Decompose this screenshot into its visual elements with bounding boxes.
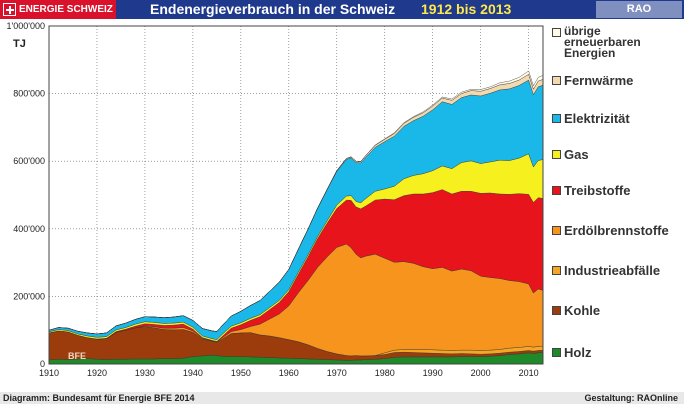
legend-label: Fernwärme	[564, 73, 634, 88]
design-credit: Gestaltung: RAOnline	[584, 393, 678, 403]
y-tick-label: 1'000'000	[7, 21, 45, 31]
chart-period: 1912 bis 2013	[421, 1, 512, 17]
brand-label: ENERGIE SCHWEIZ	[19, 4, 113, 15]
legend-label: Treibstoffe	[564, 183, 631, 198]
y-unit-label: TJ	[13, 38, 26, 50]
rao-label: RAO	[596, 1, 682, 18]
x-tick-label: 1920	[87, 368, 107, 378]
legend-label: Kohle	[564, 303, 601, 318]
brand-badge: ENERGIE SCHWEIZ	[0, 0, 116, 19]
stacked-area-chart: 0 200'000 400'000 600'000 800'000 1'000'000 19…	[7, 21, 544, 378]
legend-swatch	[552, 348, 561, 357]
axis-ticks: 0 200'000 400'000 600'000 800'000 1'000'000 19…	[7, 21, 539, 378]
x-tick-label: 1960	[279, 368, 299, 378]
chart-title: Endenergieverbrauch in der Schweiz	[150, 1, 396, 17]
bfe-watermark: BFE	[68, 351, 86, 361]
legend-label: Industrieabfälle	[564, 263, 661, 278]
footer-bar: Diagramm: Bundesamt für Energie BFE 2014…	[0, 392, 684, 404]
legend: übrige erneuerbaren Energien Fernwärme Ele…	[552, 24, 682, 372]
legend-swatch	[552, 28, 561, 37]
x-tick-label: 1910	[39, 368, 59, 378]
legend-label: Elektrizität	[564, 111, 630, 126]
x-tick-label: 2000	[471, 368, 491, 378]
y-tick-label: 800'000	[13, 89, 45, 99]
x-tick-label: 1940	[183, 368, 203, 378]
source-credit: Diagramm: Bundesamt für Energie BFE 2014	[3, 393, 195, 403]
legend-swatch	[552, 186, 561, 195]
x-tick-label: 2010	[519, 368, 539, 378]
plot-frame	[48, 25, 544, 365]
x-tick-label: 1950	[231, 368, 251, 378]
legend-label: Erdölbrennstoffe	[564, 223, 669, 238]
legend-label: Holz	[564, 345, 592, 360]
header-bar: ENERGIE SCHWEIZ Endenergieverbrauch in d…	[0, 0, 684, 19]
y-tick-label: 600'000	[13, 156, 45, 166]
x-tick-label: 1970	[327, 368, 347, 378]
swiss-cross-icon	[3, 3, 16, 16]
y-tick-label: 400'000	[13, 224, 45, 234]
legend-swatch	[552, 76, 561, 85]
y-tick-label: 200'000	[13, 291, 45, 301]
legend-swatch	[552, 114, 561, 123]
legend-label: übrige erneuerbaren Energien	[564, 24, 641, 60]
legend-swatch	[552, 266, 561, 275]
x-tick-label: 1980	[375, 368, 395, 378]
legend-swatch	[552, 226, 561, 235]
x-tick-label: 1990	[423, 368, 443, 378]
x-tick-label: 1930	[135, 368, 155, 378]
legend-swatch	[552, 150, 561, 159]
legend-swatch	[552, 306, 561, 315]
y-tick-label: 0	[40, 359, 45, 369]
legend-label: Gas	[564, 147, 589, 162]
series-areas	[48, 70, 544, 365]
